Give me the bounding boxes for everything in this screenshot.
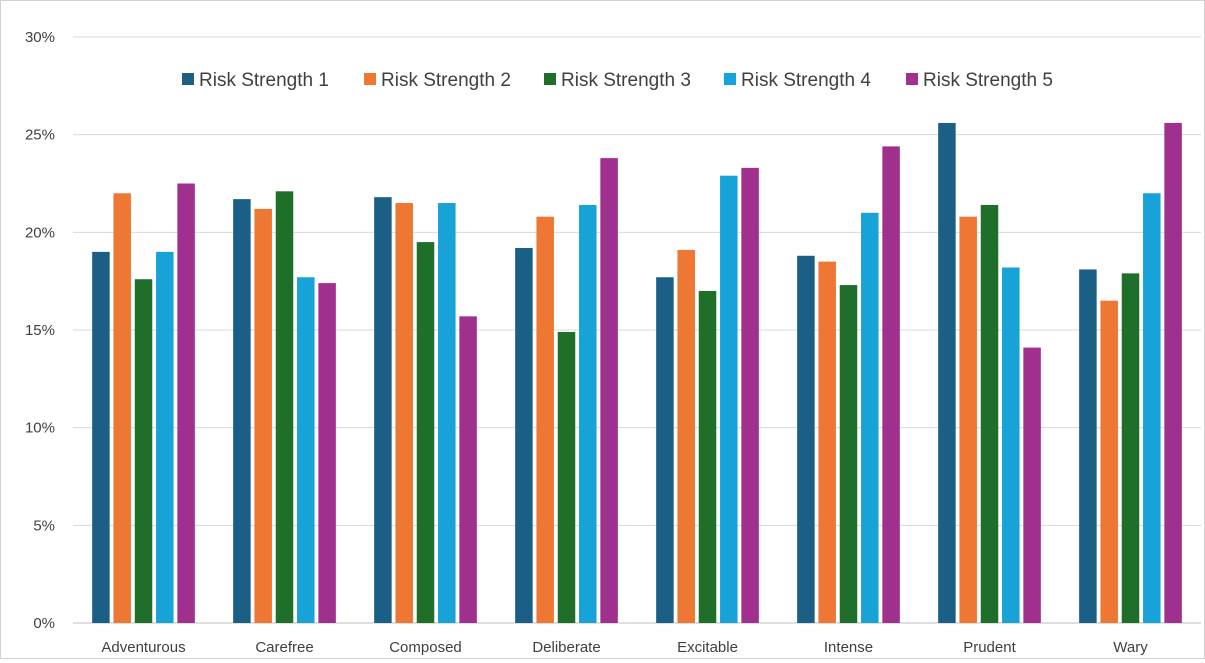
bar-deliberate-risk-strength-5 — [600, 158, 618, 623]
bar-carefree-risk-strength-2 — [254, 208, 272, 624]
x-tick-label: Deliberate — [532, 639, 600, 656]
bar-carefree-risk-strength-1 — [233, 199, 251, 624]
bar-composed-risk-strength-3 — [416, 242, 435, 623]
y-tick-label: 30% — [25, 29, 55, 46]
bar-intense-risk-strength-1 — [797, 255, 815, 624]
bar-prudent-risk-strength-2 — [959, 216, 977, 623]
bar-prudent-risk-strength-1 — [938, 122, 956, 624]
y-axis-tick-labels: 0% 5% 10% 15% 20% 25% 30% — [25, 29, 55, 632]
bar-wary-risk-strength-2 — [1100, 300, 1118, 623]
legend-label: Risk Strength 4 — [741, 70, 871, 91]
bar-wary-risk-strength-5 — [1164, 122, 1182, 624]
legend-swatch-risk-strength-4 — [724, 73, 736, 85]
bar-composed-risk-strength-4 — [438, 203, 456, 624]
legend-swatch-risk-strength-1 — [182, 73, 194, 85]
bar-excitable-risk-strength-2 — [677, 249, 695, 623]
bar-composed-risk-strength-1 — [374, 197, 392, 623]
legend-label: Risk Strength 2 — [381, 70, 511, 91]
bar-prudent-risk-strength-5 — [1023, 347, 1041, 623]
bar-adventurous-risk-strength-1 — [92, 251, 110, 623]
x-tick-label: Excitable — [677, 639, 738, 656]
x-tick-label: Composed — [389, 639, 462, 656]
bar-intense-risk-strength-5 — [882, 146, 900, 624]
x-tick-label: Wary — [1113, 639, 1148, 656]
bar-wary-risk-strength-4 — [1143, 193, 1161, 623]
bar-composed-risk-strength-2 — [395, 203, 413, 624]
bar-carefree-risk-strength-4 — [297, 277, 315, 623]
bar-excitable-risk-strength-1 — [656, 277, 674, 623]
bar-adventurous-risk-strength-3 — [134, 279, 153, 623]
x-tick-label: Prudent — [963, 639, 1016, 656]
bar-excitable-risk-strength-3 — [698, 290, 717, 623]
legend-label: Risk Strength 3 — [561, 70, 691, 91]
x-tick-label: Adventurous — [101, 639, 185, 656]
y-tick-label: 25% — [25, 127, 55, 144]
bar-intense-risk-strength-4 — [861, 212, 879, 624]
bar-deliberate-risk-strength-1 — [515, 247, 533, 623]
legend-swatch-risk-strength-3 — [544, 73, 556, 85]
legend-swatch-risk-strength-5 — [906, 73, 918, 85]
bar-intense-risk-strength-3 — [839, 285, 858, 623]
y-tick-label: 5% — [33, 517, 55, 534]
y-tick-label: 15% — [25, 322, 55, 339]
y-tick-label: 20% — [25, 224, 55, 241]
bar-intense-risk-strength-2 — [818, 261, 836, 623]
bar-prudent-risk-strength-3 — [980, 204, 999, 623]
bar-prudent-risk-strength-4 — [1002, 267, 1020, 623]
bars — [92, 122, 1182, 624]
legend: Risk Strength 1 Risk Strength 2 Risk Stren… — [182, 70, 1053, 91]
x-tick-label: Intense — [824, 639, 873, 656]
bar-wary-risk-strength-3 — [1121, 273, 1140, 623]
x-tick-label: Carefree — [255, 639, 313, 656]
bar-deliberate-risk-strength-4 — [579, 204, 597, 623]
bar-deliberate-risk-strength-2 — [536, 216, 554, 623]
bar-excitable-risk-strength-4 — [720, 175, 738, 624]
bar-adventurous-risk-strength-5 — [177, 183, 195, 623]
legend-swatch-risk-strength-2 — [364, 73, 376, 85]
bar-carefree-risk-strength-5 — [318, 283, 336, 623]
legend-label: Risk Strength 5 — [923, 70, 1053, 91]
y-tick-label: 0% — [33, 615, 55, 632]
bar-excitable-risk-strength-5 — [741, 167, 759, 623]
bar-deliberate-risk-strength-3 — [557, 331, 576, 623]
bar-carefree-risk-strength-3 — [275, 191, 294, 623]
x-axis-tick-labels: Adventurous Carefree Composed Deliberate Exc… — [101, 639, 1148, 656]
legend-label: Risk Strength 1 — [199, 70, 329, 91]
y-tick-label: 10% — [25, 420, 55, 437]
bar-adventurous-risk-strength-4 — [156, 251, 174, 623]
bar-composed-risk-strength-5 — [459, 316, 477, 623]
bar-adventurous-risk-strength-2 — [113, 193, 131, 623]
bar-wary-risk-strength-1 — [1079, 269, 1097, 623]
